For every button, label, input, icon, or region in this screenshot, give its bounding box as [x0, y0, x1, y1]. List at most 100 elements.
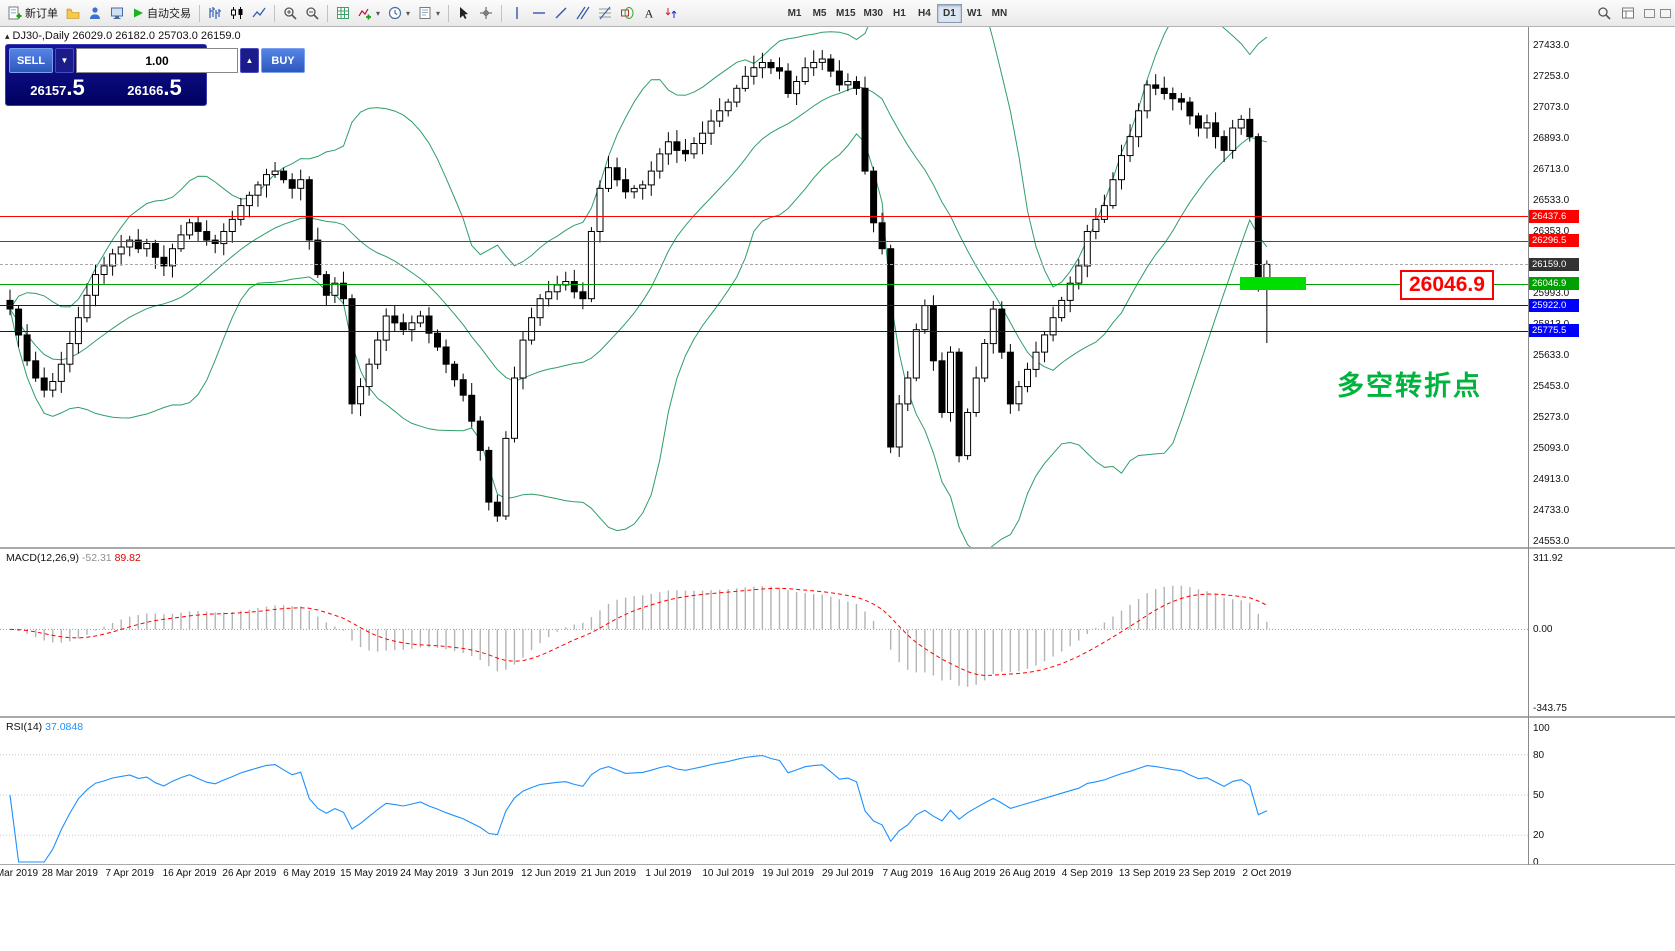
toolbar-separator — [448, 4, 450, 22]
trendline-icon — [555, 7, 567, 19]
new-order-button[interactable]: 新订单 — [4, 3, 62, 24]
price-callout-label[interactable]: 26046.9 — [1400, 269, 1494, 300]
buy-price[interactable]: 26166.5 — [106, 75, 203, 101]
toolbar-separator — [199, 4, 200, 22]
search-button[interactable] — [1593, 3, 1615, 24]
arrows-tool[interactable] — [660, 3, 682, 24]
buy-button[interactable]: BUY — [261, 48, 305, 73]
close-window-icon[interactable] — [1660, 8, 1671, 18]
rsi-label: RSI(14) 37.0848 — [6, 721, 83, 733]
green-highlight-box[interactable] — [1240, 277, 1306, 291]
candle-chart-button[interactable] — [226, 3, 248, 24]
rsi-tick: 50 — [1533, 790, 1545, 801]
volume-increase-button[interactable]: ▲ — [240, 48, 259, 73]
macd-label: MACD(12,26,9) -52.31 89.82 — [6, 552, 141, 564]
date-label: 16 Apr 2019 — [162, 868, 217, 879]
shapes-tool[interactable] — [616, 3, 638, 24]
horizontal-line-object[interactable] — [0, 216, 1528, 218]
monitor-icon — [111, 7, 123, 19]
sell-button[interactable]: SELL — [9, 48, 53, 73]
bar-chart-icon — [209, 7, 221, 19]
price-tick: 26533.0 — [1533, 194, 1570, 206]
date-label: 4 Sep 2019 — [1061, 868, 1113, 879]
cursor-button[interactable] — [453, 3, 475, 24]
timeframe-m15[interactable]: M15 — [836, 7, 856, 19]
one-click-toggle-icon[interactable]: ▴ — [5, 31, 10, 41]
price-tick: 25633.0 — [1533, 350, 1570, 362]
zoom-out-button[interactable] — [301, 3, 323, 24]
macd-main-value: -52.31 — [81, 552, 112, 564]
price-tick: 25093.0 — [1533, 443, 1570, 455]
indicators-button[interactable]: ▾ — [354, 3, 384, 24]
bar-chart-button[interactable] — [204, 3, 226, 24]
price-tick: 24913.0 — [1533, 474, 1570, 486]
timeframe-h4[interactable]: H4 — [918, 7, 931, 19]
timeframe-w1[interactable]: W1 — [966, 7, 982, 19]
timeframe-m30[interactable]: M30 — [863, 7, 883, 19]
channel-tool[interactable] — [572, 3, 594, 24]
date-label: 26 Aug 2019 — [999, 868, 1056, 879]
splitter-macd-rsi[interactable] — [0, 716, 1675, 718]
fibonacci-tool[interactable] — [594, 3, 616, 24]
date-label: 29 Jul 2019 — [822, 868, 874, 879]
symbol-ohlc-bar: ▴ DJ30-,Daily 26029.0 26182.0 25703.0 261… — [5, 30, 241, 42]
timeframe-m5[interactable]: M5 — [812, 7, 827, 19]
templates-button[interactable]: ▾ — [414, 3, 444, 24]
horizontal-line-object[interactable] — [0, 330, 1528, 332]
rsi-tick: 0 — [1533, 857, 1539, 868]
chinese-note-text[interactable]: 多空转折点 — [1337, 371, 1482, 401]
market-watch-button[interactable] — [84, 3, 106, 24]
timeframe-h1[interactable]: H1 — [893, 7, 906, 19]
channel-icon — [576, 6, 590, 20]
horizontal-line-object[interactable] — [0, 305, 1528, 307]
autotrading-button[interactable]: 自动交易 — [128, 3, 195, 24]
grid-button[interactable] — [332, 3, 354, 24]
rsi-tick: 80 — [1533, 749, 1545, 761]
new-order-icon — [8, 6, 22, 20]
profiles-button[interactable] — [62, 3, 84, 24]
autotrading-play-icon — [134, 8, 143, 18]
date-label: 2 Oct 2019 — [1242, 868, 1292, 879]
restore-window-icon[interactable] — [1644, 8, 1655, 18]
terminal-button[interactable] — [106, 3, 128, 24]
price-tick: 27073.0 — [1533, 101, 1570, 113]
date-label: 23 Sep 2019 — [1178, 868, 1236, 879]
volume-input[interactable] — [76, 48, 238, 73]
horizontal-line-object[interactable] — [0, 240, 1528, 242]
rsi-name: RSI(14) — [6, 721, 43, 733]
sell-price-frac: .5 — [66, 75, 85, 100]
price-axis-line — [1528, 27, 1529, 865]
timeframe-m1[interactable]: M1 — [787, 7, 802, 19]
current-price-tag: 26159.0 — [1529, 257, 1579, 271]
timeframe-group: M1 M5 M15 M30 H1 H4 D1 W1 MN — [782, 3, 1012, 23]
line-chart-button[interactable] — [248, 3, 270, 24]
periods-button[interactable]: ▾ — [384, 3, 414, 24]
toolbar-separator — [501, 4, 503, 22]
clock-icon — [388, 6, 402, 20]
timeframe-d1[interactable]: D1 — [936, 3, 962, 23]
crosshair-button[interactable] — [475, 3, 497, 24]
toolbar-separator — [274, 4, 275, 22]
candlestick-series — [6, 50, 1271, 522]
horizontal-line-object[interactable] — [0, 283, 1528, 285]
text-icon: A — [645, 7, 654, 21]
price-tick: 24553.0 — [1533, 536, 1570, 548]
vertical-line-tool[interactable] — [506, 3, 528, 24]
macd-tick: -343.75 — [1533, 703, 1567, 714]
grid-icon — [337, 7, 349, 19]
splitter-main-macd[interactable] — [0, 547, 1675, 549]
trendline-tool[interactable] — [550, 3, 572, 24]
toolbar-separator — [327, 4, 328, 22]
volume-decrease-button[interactable]: ▼ — [55, 48, 74, 73]
sell-price[interactable]: 26157.5 — [9, 75, 106, 101]
date-label: 24 May 2019 — [400, 868, 458, 879]
data-window-button[interactable] — [1617, 3, 1639, 24]
price-line-tag: 25775.5 — [1529, 324, 1579, 337]
zoom-in-button[interactable] — [279, 3, 301, 24]
horizontal-line-tool[interactable] — [528, 3, 550, 24]
timeframe-mn[interactable]: MN — [991, 7, 1008, 19]
text-tool[interactable]: A — [638, 3, 660, 24]
one-click-trading-panel: SELL ▼ ▲ BUY 26157.5 26166.5 — [5, 44, 305, 106]
